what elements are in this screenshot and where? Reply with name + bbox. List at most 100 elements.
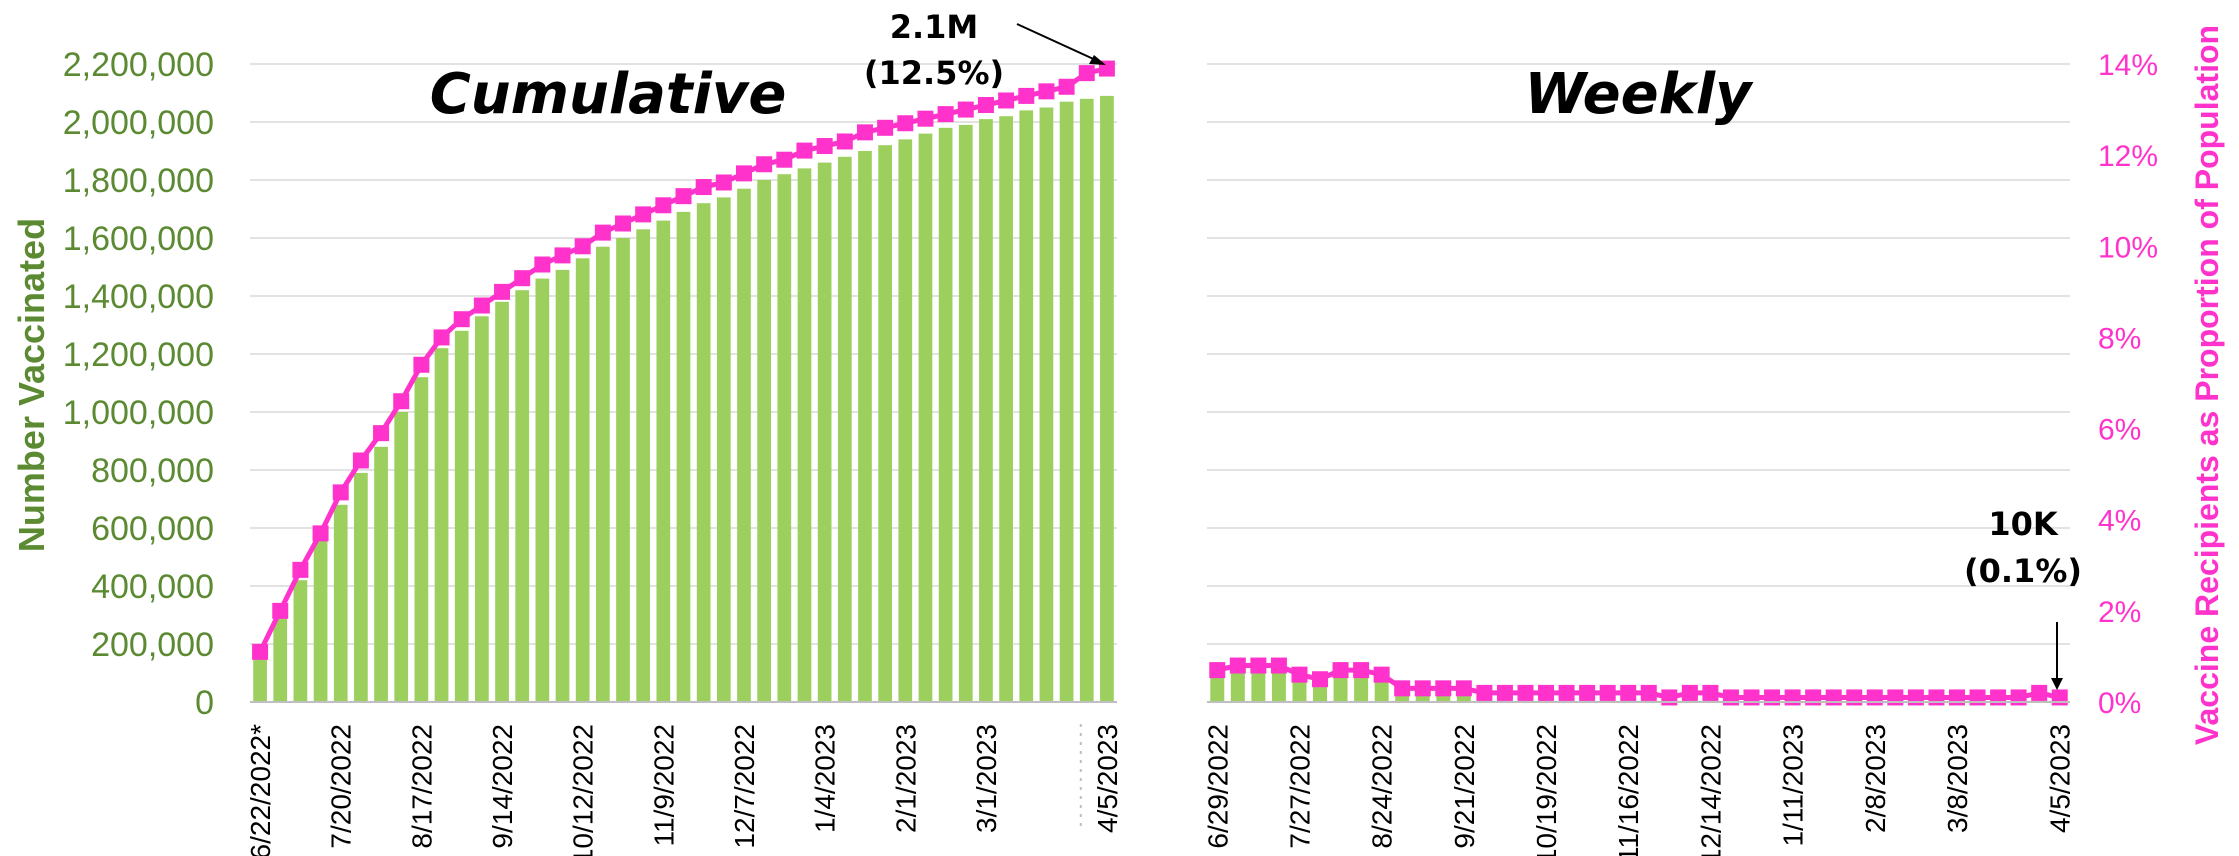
cumulative-annotation-value: 2.1M (890, 8, 979, 46)
right-tick-label: 12% (2098, 140, 2158, 173)
line-marker (574, 238, 591, 255)
line-marker (453, 311, 470, 328)
weekly-annotation-percent: (0.1%) (1964, 552, 2082, 590)
bar (293, 580, 308, 702)
line-marker (1038, 83, 1055, 100)
cumulative-title: Cumulative (430, 62, 787, 127)
line-marker (1681, 684, 1698, 701)
line-marker (1907, 689, 1924, 706)
line-marker (1805, 689, 1822, 706)
bar (958, 124, 973, 702)
line-marker (393, 393, 410, 410)
bar (434, 348, 449, 702)
line-marker (1394, 680, 1411, 697)
left-tick-label: 1,200,000 (63, 336, 214, 374)
bar (515, 290, 530, 702)
x-tick-label: 11/9/2022 (648, 724, 679, 847)
line-marker (957, 101, 974, 118)
line-marker (635, 206, 652, 223)
line-marker (1538, 684, 1555, 701)
line-marker (1661, 689, 1678, 706)
bar (616, 238, 630, 702)
line-marker (917, 110, 934, 127)
bar (313, 539, 328, 702)
grid-layer (250, 63, 2070, 645)
line-marker (1229, 657, 1246, 674)
left-axis-label: Number Vaccinated (11, 218, 52, 552)
bar (1100, 95, 1114, 702)
bar (979, 119, 993, 703)
line-marker (433, 329, 450, 346)
line-marker (1846, 689, 1863, 706)
line-marker (413, 356, 430, 373)
line-marker (1078, 65, 1095, 82)
bar (757, 180, 772, 702)
left-tick-label: 0 (195, 684, 214, 722)
line-marker (655, 197, 672, 214)
line-marker (1270, 657, 1287, 674)
line-marker (796, 142, 813, 159)
line-marker (1476, 684, 1493, 701)
bar (354, 472, 368, 702)
axes-layer: 6/22/2022* 7/20/2022 8/17/2022 9/14/2022 10/… (63, 46, 2158, 856)
left-tick-label: 400,000 (91, 568, 214, 606)
bar (777, 174, 792, 702)
x-tick-label: 12/14/2022 (1695, 724, 1726, 856)
bar (817, 162, 832, 703)
bar (555, 269, 570, 702)
x-tick-label: 7/20/2022 (326, 724, 357, 849)
bar (1059, 101, 1074, 702)
cumulative-annotation-percent: (12.5%) (864, 54, 1004, 92)
line-marker (1058, 78, 1075, 95)
line-marker (836, 133, 853, 150)
bar (918, 133, 933, 703)
x-tick-label: 10/12/2022 (568, 724, 599, 856)
bar (1039, 107, 1054, 702)
bar (1271, 665, 1286, 702)
line-marker (1018, 87, 1035, 104)
x-tick-label: 4/5/2023 (1092, 724, 1123, 833)
line-marker (373, 425, 390, 442)
line-marker (1250, 657, 1267, 674)
bar (535, 278, 550, 702)
line-marker (312, 525, 329, 542)
line-marker (695, 179, 712, 196)
x-tick-label: 9/21/2022 (1449, 724, 1480, 849)
x-tick-label: 1/11/2023 (1778, 724, 1809, 847)
bar (999, 116, 1013, 702)
x-tick-label: 9/14/2022 (487, 724, 518, 849)
left-tick-label: 1,400,000 (63, 278, 214, 316)
line-marker (1579, 684, 1596, 701)
line-marker (877, 119, 894, 136)
cumulative-annotation-arrow (1016, 23, 1106, 65)
line-marker (776, 151, 793, 168)
line-marker (1948, 689, 1965, 706)
bar (1230, 664, 1245, 702)
line-marker (332, 484, 349, 501)
line-marker (1722, 689, 1739, 706)
line-marker (1353, 662, 1370, 679)
line-marker (594, 224, 611, 241)
line-marker (1599, 684, 1616, 701)
line-marker (977, 97, 994, 114)
right-axis-label: Vaccine Recipients as Proportion of Popu… (2189, 25, 2225, 745)
line-marker (1702, 684, 1719, 701)
x-tick-label: 11/16/2022 (1613, 724, 1644, 856)
right-tick-label: 14% (2098, 49, 2158, 82)
line-marker (1866, 689, 1883, 706)
left-tick-label: 200,000 (91, 626, 214, 664)
line-marker (1620, 684, 1637, 701)
line-marker (1373, 666, 1390, 683)
left-tick-label: 800,000 (91, 452, 214, 490)
line-marker (1209, 662, 1226, 679)
line-marker (615, 215, 632, 232)
right-tick-label: 8% (2098, 322, 2141, 355)
line-marker (1312, 671, 1329, 688)
bar (938, 127, 953, 703)
line-marker (1332, 662, 1349, 679)
left-tick-label: 1,000,000 (63, 394, 214, 432)
line-marker (494, 283, 511, 300)
x-tick-label: 6/29/2022 (1202, 724, 1233, 849)
line-marker (1887, 689, 1904, 706)
